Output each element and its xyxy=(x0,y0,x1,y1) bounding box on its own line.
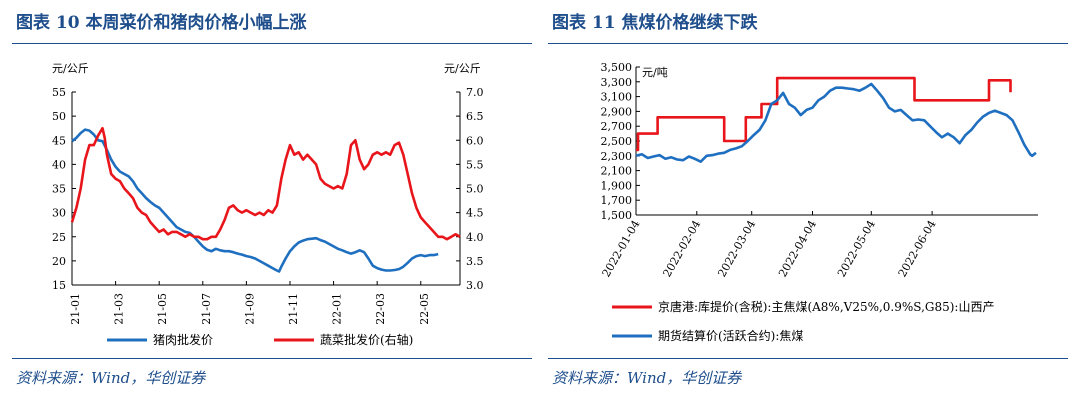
y-tick-label: 2,500 xyxy=(601,135,633,148)
left-title-rule xyxy=(12,43,532,44)
legend-label: 猪肉批发价 xyxy=(153,332,213,347)
left-y-tick-label: 35 xyxy=(52,183,66,196)
x-tick-label: 21-03 xyxy=(113,293,126,325)
right-title-rule xyxy=(548,43,1068,44)
left-y-tick-label: 45 xyxy=(52,134,66,147)
y-tick-label: 3,100 xyxy=(601,91,633,104)
right-y-tick-label: 5.0 xyxy=(466,183,484,196)
axis-unit: 元/吨 xyxy=(642,66,668,79)
x-tick-label: 21-11 xyxy=(287,293,300,325)
x-tick-label: 22-03 xyxy=(374,293,387,325)
right-y-tick-label: 4.5 xyxy=(466,207,484,220)
right-source-rule xyxy=(548,358,1068,359)
x-tick-label: 21-09 xyxy=(243,293,256,325)
y-tick-label: 2,300 xyxy=(601,150,633,163)
right-figure-title: 图表 11 焦煤价格继续下跌 xyxy=(552,13,758,33)
left-source-rule xyxy=(12,358,532,359)
vegetable-pork-price-chart: 元/公斤 元/公斤 55 50 45 40 35 30 25 20 15 7.0 6.5 6.0 5.5 5.… xyxy=(52,62,484,347)
left-y-tick-label: 25 xyxy=(52,231,66,244)
jingtang-port-price-line xyxy=(636,76,1012,152)
pork-price-line xyxy=(71,128,439,273)
legend-label: 期货结算价(活跃合约):焦煤 xyxy=(658,328,803,343)
right-y-tick-label: 6.0 xyxy=(466,134,484,147)
x-tick-label: 2022-06-04 xyxy=(896,218,939,279)
x-tick-label: 2022-02-04 xyxy=(660,218,703,279)
left-figure-panel: 图表 10 本周菜价和猪肉价格小幅上涨 元/公斤 元/公斤 55 50 45 40 35 30… xyxy=(12,0,536,401)
x-tick-label: 21-05 xyxy=(156,293,169,325)
left-figure-title: 图表 10 本周菜价和猪肉价格小幅上涨 xyxy=(16,13,307,33)
y-tick-label: 2,100 xyxy=(601,165,633,178)
legend-label: 京唐港:库提价(含税):主焦煤(A8%,V25%,0.9%S,G85):山西产 xyxy=(658,299,994,314)
y-tick-label: 1,500 xyxy=(601,209,633,222)
x-tick-label: 21-07 xyxy=(200,293,213,325)
right-y-tick-label: 6.5 xyxy=(466,110,484,123)
x-tick-label: 2022-05-04 xyxy=(835,218,878,279)
x-tick-label: 2022-03-04 xyxy=(715,218,758,279)
right-y-tick-label: 7.0 xyxy=(466,86,484,99)
left-y-tick-label: 55 xyxy=(52,86,66,99)
x-tick-label: 22-05 xyxy=(418,293,431,325)
x-tick-label: 2022-04-04 xyxy=(776,218,819,279)
x-tick-label: 21-01 xyxy=(69,293,82,325)
right-y-tick-label: 5.5 xyxy=(466,158,484,171)
y-tick-label: 1,900 xyxy=(601,179,633,192)
x-tick-label: 2022-01-04 xyxy=(600,218,643,279)
left-y-tick-label: 20 xyxy=(52,255,66,268)
left-y-tick-label: 40 xyxy=(52,158,66,171)
left-axis-unit: 元/公斤 xyxy=(52,62,89,75)
left-y-tick-label: 30 xyxy=(52,207,66,220)
legend-label: 蔬菜批发价(右轴) xyxy=(320,332,413,347)
right-axis-unit: 元/公斤 xyxy=(444,62,481,75)
left-y-tick-label: 15 xyxy=(52,279,66,292)
right-source-note: 资料来源：Wind，华创证券 xyxy=(552,369,742,387)
right-y-tick-label: 4.0 xyxy=(466,231,484,244)
left-source-note: 资料来源：Wind，华创证券 xyxy=(16,369,206,387)
right-y-tick-label: 3.0 xyxy=(466,279,484,292)
vegetable-price-line xyxy=(70,126,461,241)
right-figure-panel: 图表 11 焦煤价格继续下跌 元/吨 3,500 3,300 3,100 2,900 2,… xyxy=(548,0,1072,401)
y-tick-label: 3,500 xyxy=(601,61,633,74)
futures-settlement-price-line xyxy=(635,82,1037,163)
y-tick-label: 2,900 xyxy=(601,105,633,118)
left-y-tick-label: 50 xyxy=(52,110,66,123)
y-tick-label: 3,300 xyxy=(601,76,633,89)
right-y-tick-label: 3.5 xyxy=(466,255,484,268)
y-tick-label: 1,700 xyxy=(601,194,633,207)
x-tick-label: 22-01 xyxy=(331,293,344,325)
y-tick-label: 2,700 xyxy=(601,120,633,133)
